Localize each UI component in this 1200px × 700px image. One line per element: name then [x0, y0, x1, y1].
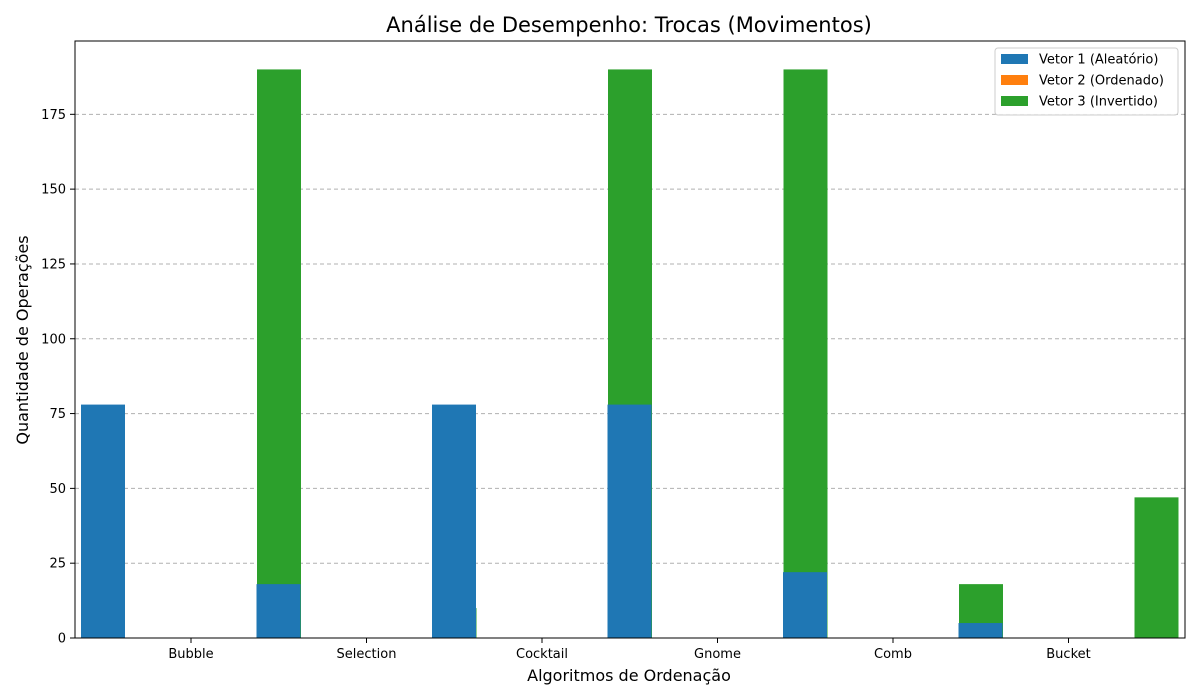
x-tick-label: Cocktail — [516, 647, 568, 662]
legend-label: Vetor 2 (Ordenado) — [1039, 74, 1164, 89]
y-axis: 0 25 50 75 100 125 150 175 — [41, 108, 75, 647]
bar-1 — [607, 404, 652, 638]
legend-swatch — [1001, 54, 1028, 64]
x-axis-label: Algoritmos de Ordenação — [527, 666, 731, 685]
bar-1 — [783, 572, 827, 638]
y-tick-label: 100 — [41, 332, 66, 347]
legend-swatch — [1001, 75, 1028, 85]
y-axis-label: Quantidade de Operações — [13, 235, 32, 444]
y-tick-label: 125 — [41, 257, 66, 272]
x-axis: Bubble Selection Cocktail Gnome Comb Bucket — [168, 638, 1091, 662]
x-tick-label: Bucket — [1046, 647, 1090, 662]
bar-3 — [257, 69, 301, 638]
bar-3 — [783, 69, 828, 638]
bar-1 — [432, 404, 476, 638]
bar-1 — [81, 404, 125, 638]
legend-label: Vetor 1 (Aleatório) — [1039, 53, 1158, 68]
y-tick-label: 0 — [58, 632, 66, 647]
bar-1 — [958, 623, 1003, 638]
x-tick-label: Selection — [337, 647, 397, 662]
y-tick-label: 50 — [49, 482, 66, 497]
bar-3 — [1134, 497, 1179, 638]
legend: Vetor 1 (Aleatório) Vetor 2 (Ordenado) Vet… — [994, 47, 1179, 116]
bar-1 — [256, 584, 301, 638]
x-tick-label: Comb — [874, 647, 912, 662]
y-tick-label: 75 — [49, 407, 66, 422]
y-tick-label: 25 — [49, 557, 66, 572]
legend-label: Vetor 3 (Invertido) — [1039, 95, 1158, 110]
x-tick-label: Gnome — [694, 647, 741, 662]
plot-frame — [74, 40, 1186, 639]
bars — [81, 69, 1179, 638]
x-tick-label: Bubble — [168, 647, 213, 662]
y-tick-label: 150 — [41, 183, 66, 198]
chart-title: Análise de Desempenho: Trocas (Movimento… — [386, 13, 872, 37]
legend-box — [994, 47, 1179, 116]
legend-swatch — [1001, 96, 1028, 106]
y-tick-label: 175 — [41, 108, 66, 123]
